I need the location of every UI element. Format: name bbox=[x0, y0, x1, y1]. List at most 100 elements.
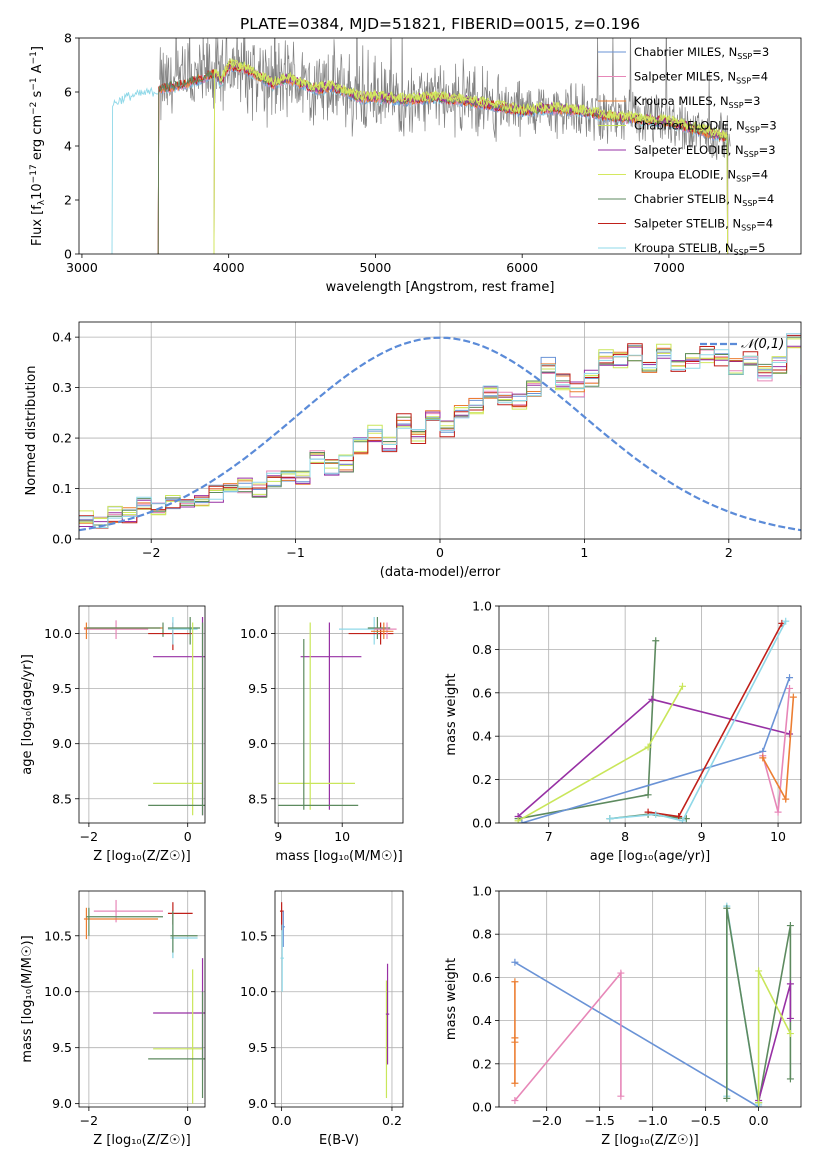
spectrum-ytick-label: 8 bbox=[64, 31, 72, 46]
EBV-vs-mass-plot-area bbox=[279, 902, 390, 1099]
residual-histogram-xtick-label: 2 bbox=[725, 545, 733, 560]
spectrum-ytick-label: 6 bbox=[64, 85, 72, 100]
Z-vs-mass-weight-point-1-0 bbox=[511, 978, 519, 986]
age-vs-mass-weight-ytick-label: 0.2 bbox=[472, 772, 492, 787]
age-vs-mass-weight-panel: 7 8 9 10 0.0 0.2 0.4 0.6 0.8 1.0 age [log₁₀(age/yr… bbox=[444, 599, 802, 864]
age-vs-mass-weight-point-0-2 bbox=[652, 637, 660, 645]
Z-vs-mass-ytick-label: 9.5 bbox=[52, 1040, 72, 1055]
spectrum-ytick-label: 4 bbox=[64, 139, 72, 154]
age-vs-mass-weight-plot-area bbox=[514, 617, 797, 823]
histogram-xlabel: (data-model)/error bbox=[380, 565, 501, 580]
Z-vs-mass-weight-point-4-0 bbox=[723, 1094, 731, 1102]
EBV-vs-mass-frame bbox=[274, 890, 404, 1108]
age-vs-mass-weight-ytick-label: 1.0 bbox=[472, 599, 492, 614]
spectrum-xtick-label: 7000 bbox=[653, 260, 685, 275]
Z-vs-mass-weight-ytick-label: 0.0 bbox=[472, 1100, 492, 1115]
spectrum-ytick-label: 2 bbox=[64, 193, 72, 208]
mass-vs-age-frame bbox=[274, 605, 404, 824]
residual-histogram-ytick-label: 0.1 bbox=[52, 481, 72, 496]
Z-vs-mass-weight-ytick-label: 0.4 bbox=[472, 1013, 492, 1028]
age-vs-mass-weight-point-8-2 bbox=[789, 693, 797, 701]
residual-histogram-ytick-label: 0.4 bbox=[52, 330, 72, 345]
age-vs-mass-weight-ytick-label: 0.8 bbox=[472, 642, 492, 657]
age-vs-mass-weight-xtick-label: 10 bbox=[770, 829, 786, 844]
spectrum-ytick-label: 0 bbox=[64, 247, 72, 262]
Z-vs-mass-weight-point-5-1 bbox=[786, 980, 794, 988]
residual-histogram-ytick-label: 0.3 bbox=[52, 380, 72, 395]
Z-vs-mass-weight-series-2 bbox=[514, 970, 622, 1102]
normal-distribution-curve bbox=[79, 336, 801, 532]
Z-vs-age-ytick-label: 9.0 bbox=[52, 736, 72, 751]
spectrum-xtick-label: 3000 bbox=[66, 260, 98, 275]
age-vs-mass-weight-series-0 bbox=[517, 640, 657, 820]
age-vs-mass-weight-point-3-2 bbox=[786, 674, 794, 682]
EBV-vs-mass-xtick-label: 0.0 bbox=[272, 1113, 292, 1128]
Z-vs-age-ytick-label: 10.0 bbox=[44, 626, 72, 641]
spectrum-xlabel: wavelength [Angstrom, rest frame] bbox=[326, 280, 555, 295]
age-vs-mass-weight-point-5-1 bbox=[675, 812, 683, 820]
Z-vs-mass-weight-point-2-1 bbox=[617, 969, 625, 977]
residual-histogram-ytick-label: 0.0 bbox=[52, 532, 72, 547]
Z-vs-mass-ylabel: mass [log₁₀(M/M☉)] bbox=[20, 935, 35, 1062]
histogram-step-kroupa-stelib bbox=[79, 333, 801, 529]
legend-label-salpeter-elodie: Salpeter ELODIE, NSSP=3 bbox=[634, 143, 776, 159]
legend-label-chabrier-stelib: Chabrier STELIB, NSSP=4 bbox=[634, 192, 774, 208]
Z-vs-age-xtick-label: 0 bbox=[184, 829, 192, 844]
age-vs-mass-weight-ytick-label: 0.0 bbox=[472, 816, 492, 831]
Z-vs-mass-xtick-label: −2 bbox=[80, 1113, 98, 1128]
age-vs-mass-weight-ytick-label: 0.6 bbox=[472, 685, 492, 700]
Z-vs-mass-weight-ytick-label: 0.6 bbox=[472, 970, 492, 985]
spectrum-xtick-label: 6000 bbox=[506, 260, 538, 275]
spectrum-frame bbox=[78, 37, 802, 255]
spectrum-panel: 3000 4000 5000 6000 7000 0 2 4 6 8 wavelength [Ang… bbox=[29, 31, 802, 295]
Z-vs-mass-weight-point-2-2 bbox=[617, 1092, 625, 1100]
legend-label-chabrier-elodie: Chabrier ELODIE, NSSP=3 bbox=[634, 119, 777, 135]
Z-vs-mass-weight-point-4-4 bbox=[786, 1075, 794, 1083]
age-vs-mass-weight-xtick-label: 9 bbox=[698, 829, 706, 844]
age-vs-mass-weight-series-2 bbox=[517, 685, 684, 822]
age-vs-mass-weight-ylabel: mass weight bbox=[444, 673, 459, 755]
Z-vs-mass-ytick-label: 10.5 bbox=[44, 928, 72, 943]
Z-vs-age-panel: −2 0 8.5 9.0 9.5 10.0 Z [log₁₀(Z/Z☉)] age [log₁… bbox=[20, 605, 206, 864]
age-vs-mass-weight-series-1 bbox=[517, 698, 790, 818]
Z-vs-mass-weight-ylabel: mass weight bbox=[444, 958, 459, 1040]
mass-vs-age-ytick-label: 10.0 bbox=[240, 626, 268, 641]
age-vs-mass-weight-point-8-0 bbox=[759, 754, 767, 762]
age-vs-mass-weight-point-6-2 bbox=[678, 817, 686, 823]
Z-vs-mass-weight-xlabel: Z [log₁₀(Z/Z☉)] bbox=[601, 1133, 698, 1148]
Z-vs-mass-weight-series-0 bbox=[514, 961, 760, 1107]
mass-vs-age-xtick-label: 10 bbox=[334, 829, 350, 844]
residual-histogram-xtick-label: 0 bbox=[436, 545, 444, 560]
age-vs-mass-weight-point-0-1 bbox=[644, 791, 652, 799]
age-vs-mass-weight-xtick-label: 8 bbox=[621, 829, 629, 844]
Z-vs-mass-weight-point-4-3 bbox=[786, 922, 794, 930]
age-vs-mass-weight-series-5 bbox=[647, 623, 783, 818]
age-vs-mass-weight-point-6-0 bbox=[606, 815, 614, 823]
mass-vs-age-ytick-label: 9.0 bbox=[248, 736, 268, 751]
Z-vs-mass-weight-ytick-label: 0.2 bbox=[472, 1056, 492, 1071]
age-vs-mass-weight-point-2-1 bbox=[644, 743, 652, 751]
histogram-step-kroupa-elodie bbox=[79, 347, 801, 519]
age-vs-mass-weight-frame bbox=[498, 605, 802, 824]
Z-vs-mass-weight-point-1-2 bbox=[511, 1038, 519, 1046]
legend-label-salpeter-miles: Salpeter MILES, NSSP=4 bbox=[634, 70, 768, 86]
legend-label-chabrier-miles: Chabrier MILES, NSSP=3 bbox=[634, 45, 769, 61]
age-vs-mass-weight-point-7-1 bbox=[774, 808, 782, 816]
age-vs-mass-weight-point-1-2 bbox=[786, 730, 794, 738]
age-vs-mass-weight-point-6-1 bbox=[652, 810, 660, 818]
spectrum-ylabel: Flux [fλ10−17 erg cm−2 s−1 A−1] bbox=[29, 46, 47, 246]
mass-vs-age-xlabel: mass [log₁₀(M/M☉)] bbox=[275, 849, 402, 864]
Z-vs-mass-weight-point-6-0 bbox=[755, 1099, 763, 1107]
Z-vs-mass-weight-point-6-1 bbox=[755, 967, 763, 975]
residual-histogram-xtick-label: −1 bbox=[286, 545, 304, 560]
mass-vs-age-xtick-label: 9 bbox=[274, 829, 282, 844]
Z-vs-mass-weight-xtick-label: −0.5 bbox=[690, 1113, 720, 1128]
age-vs-mass-weight-point-7-2 bbox=[786, 684, 794, 692]
residual-histogram-xtick-label: −2 bbox=[142, 545, 160, 560]
Z-vs-age-ylabel: age [log₁₀(age/yr)] bbox=[20, 654, 35, 775]
Z-vs-mass-weight-plot-area bbox=[511, 902, 794, 1107]
age-vs-mass-weight-point-1-1 bbox=[648, 695, 656, 703]
residual-histogram-xtick-label: 1 bbox=[580, 545, 588, 560]
Z-vs-mass-ytick-label: 10.0 bbox=[44, 984, 72, 999]
